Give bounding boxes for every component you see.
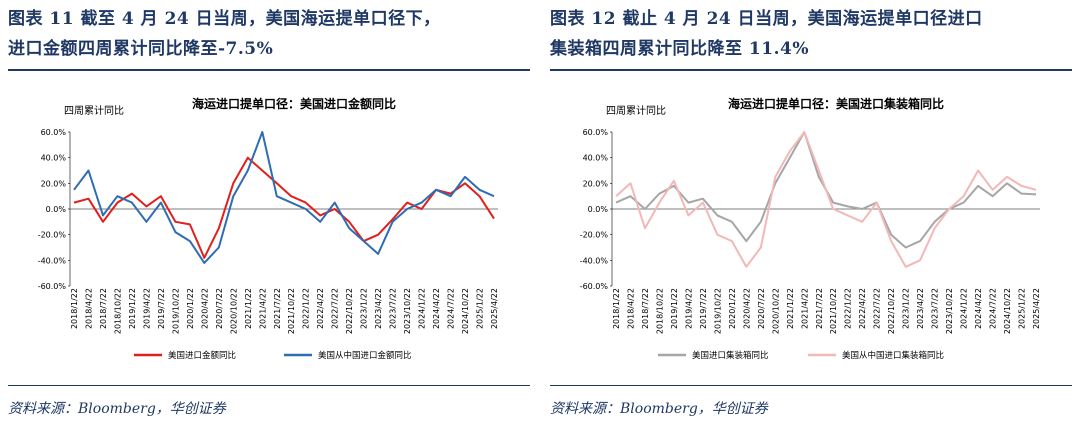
x-tick-label: 2022/4/22 — [858, 288, 867, 329]
x-tick-label: 2024/7/22 — [989, 288, 998, 329]
x-tick-label: 2019/4/22 — [142, 288, 151, 329]
x-tick-label: 2023/10/22 — [403, 288, 412, 334]
x-tick-label: 2025/1/22 — [476, 288, 485, 329]
x-tick-label: 2022/7/22 — [873, 288, 882, 329]
x-tick-label: 2021/1/22 — [244, 288, 253, 329]
x-tick-label: 2019/1/22 — [128, 288, 137, 329]
top-rule — [8, 69, 530, 71]
x-tick-label: 2019/10/22 — [713, 288, 722, 334]
x-tick-label: 2024/1/22 — [418, 288, 427, 329]
x-tick-label: 2023/10/22 — [945, 288, 954, 334]
figure-title: 图表 11 截至 4 月 24 日当周，美国海运提单口径下， 进口金额四周累计同… — [8, 9, 441, 59]
x-tick-label: 2025/1/22 — [1018, 288, 1027, 329]
x-tick-label: 2020/10/22 — [771, 288, 780, 334]
bottom-rule — [550, 385, 1072, 386]
x-tick-label: 2022/1/22 — [844, 288, 853, 329]
x-tick-label: 2024/4/22 — [432, 288, 441, 329]
series-line-1 — [73, 156, 495, 259]
x-tick-label: 2019/4/22 — [684, 288, 693, 329]
x-tick-label: 2020/4/22 — [742, 288, 751, 329]
y-axis-label: 四周累计同比 — [606, 104, 666, 117]
figure-panel-12: 图表 12 截止 4 月 24 日当周，美国海运提单口径进口 集装箱四周累计同比… — [550, 0, 1072, 430]
x-tick-label: 2018/7/22 — [641, 288, 650, 329]
legend-label: 美国从中国进口金额同比 — [318, 350, 412, 361]
top-rule — [550, 69, 1072, 71]
x-tick-label: 2021/7/22 — [273, 288, 282, 329]
x-tick-label: 2023/7/22 — [931, 288, 940, 329]
source-note: 资料来源：Bloomberg，华创证券 — [8, 401, 226, 417]
x-tick-label: 2022/1/22 — [302, 288, 311, 329]
x-tick-label: 2018/10/22 — [113, 288, 122, 334]
y-tick-label: 0.0% — [588, 205, 609, 214]
y-tick-label: -40.0% — [38, 256, 67, 265]
x-tick-label: 2023/1/22 — [902, 288, 911, 329]
x-tick-label: 2024/7/22 — [447, 288, 456, 329]
y-tick-label: 60.0% — [41, 128, 67, 137]
legend-label: 美国进口集装箱同比 — [692, 350, 769, 361]
source-note: 资料来源：Bloomberg，华创证券 — [550, 401, 768, 417]
y-tick-label: 60.0% — [583, 128, 609, 137]
x-tick-label: 2019/10/22 — [171, 288, 180, 334]
x-tick-label: 2021/4/22 — [258, 288, 267, 329]
x-tick-label: 2018/1/22 — [612, 288, 621, 329]
x-tick-label: 2023/7/22 — [389, 288, 398, 329]
x-tick-label: 2022/7/22 — [331, 288, 340, 329]
y-tick-label: -20.0% — [580, 231, 609, 240]
x-tick-label: 2021/10/22 — [287, 288, 296, 334]
x-tick-label: 2025/4/22 — [490, 288, 499, 329]
x-tick-label: 2023/1/22 — [360, 288, 369, 329]
x-tick-label: 2020/1/22 — [728, 288, 737, 329]
x-tick-label: 2019/7/22 — [157, 288, 166, 329]
x-tick-label: 2019/1/22 — [670, 288, 679, 329]
x-tick-label: 2023/4/22 — [374, 288, 383, 329]
x-tick-label: 2020/1/22 — [186, 288, 195, 329]
legend-label: 美国进口金额同比 — [168, 350, 236, 361]
x-tick-label: 2021/10/22 — [829, 288, 838, 334]
series-line-2 — [615, 131, 1037, 268]
y-tick-label: -20.0% — [38, 231, 67, 240]
y-tick-label: 40.0% — [41, 154, 67, 163]
x-tick-label: 2023/4/22 — [916, 288, 925, 329]
legend-label: 美国从中国进口集装箱同比 — [842, 350, 944, 361]
x-tick-label: 2021/7/22 — [815, 288, 824, 329]
figure-panel-11: 图表 11 截至 4 月 24 日当周，美国海运提单口径下， 进口金额四周累计同… — [8, 0, 530, 430]
y-axis-label: 四周累计同比 — [64, 104, 124, 117]
x-tick-label: 2019/7/22 — [699, 288, 708, 329]
figure-title: 图表 12 截止 4 月 24 日当周，美国海运提单口径进口 集装箱四周累计同比… — [550, 9, 983, 59]
x-tick-label: 2022/10/22 — [345, 288, 354, 334]
x-tick-label: 2024/10/22 — [1003, 288, 1012, 334]
x-tick-label: 2018/10/22 — [655, 288, 664, 334]
x-tick-label: 2020/7/22 — [215, 288, 224, 329]
x-tick-label: 2025/4/22 — [1032, 288, 1041, 329]
x-tick-label: 2021/1/22 — [786, 288, 795, 329]
y-tick-label: 40.0% — [583, 154, 609, 163]
x-tick-label: 2021/4/22 — [800, 288, 809, 329]
x-tick-label: 2018/7/22 — [99, 288, 108, 329]
x-tick-label: 2020/10/22 — [229, 288, 238, 334]
y-tick-label: 20.0% — [41, 179, 67, 188]
x-tick-label: 2018/4/22 — [626, 288, 635, 329]
x-tick-label: 2024/4/22 — [974, 288, 983, 329]
x-tick-label: 2020/7/22 — [757, 288, 766, 329]
y-tick-label: -60.0% — [580, 282, 609, 291]
x-tick-label: 2024/10/22 — [461, 288, 470, 334]
x-tick-label: 2022/4/22 — [316, 288, 325, 329]
y-tick-label: 20.0% — [583, 179, 609, 188]
bottom-rule — [8, 385, 530, 386]
chart-title: 海运进口提单口径：美国进口金额同比 — [192, 96, 396, 111]
series-line-2 — [73, 131, 495, 264]
chart-title: 海运进口提单口径：美国进口集装箱同比 — [728, 96, 944, 111]
x-tick-label: 2024/1/22 — [960, 288, 969, 329]
x-tick-label: 2018/1/22 — [70, 288, 79, 329]
y-tick-label: 0.0% — [46, 205, 67, 214]
x-tick-label: 2018/4/22 — [84, 288, 93, 329]
y-tick-label: -40.0% — [580, 256, 609, 265]
x-tick-label: 2022/10/22 — [887, 288, 896, 334]
y-tick-label: -60.0% — [38, 282, 67, 291]
x-tick-label: 2020/4/22 — [200, 288, 209, 329]
